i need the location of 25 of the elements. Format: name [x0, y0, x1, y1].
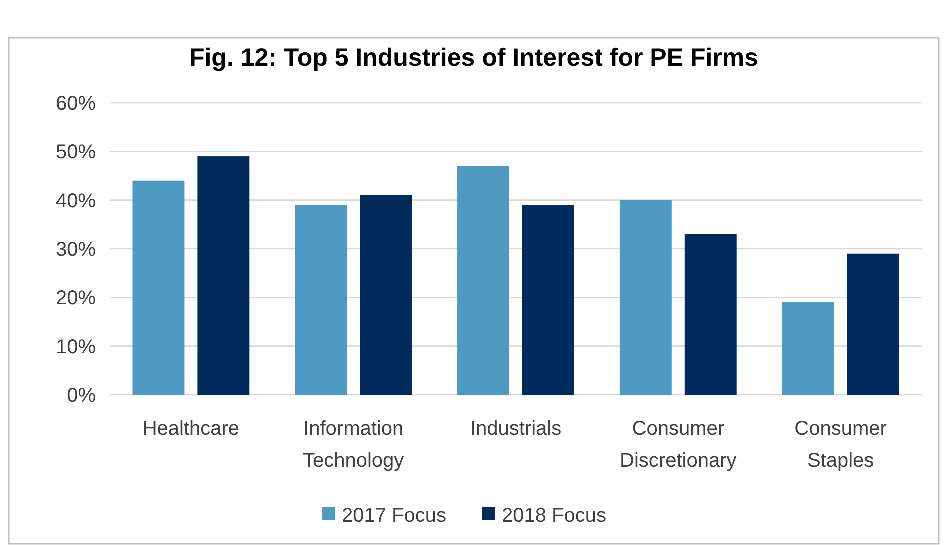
bar	[295, 205, 348, 395]
x-tick-label: Information Technology	[303, 418, 404, 472]
y-tick-label: 0%	[67, 385, 96, 407]
x-tick-label: Consumer Discretionary	[620, 418, 737, 472]
bar	[782, 302, 834, 395]
y-tick-label: 60%	[56, 93, 96, 115]
x-tick-label: Industrials	[470, 418, 562, 440]
bar	[132, 180, 185, 395]
y-tick-label: 40%	[56, 190, 96, 212]
bar	[198, 156, 250, 395]
y-tick-label: 30%	[56, 239, 96, 261]
y-tick-label: 20%	[56, 288, 96, 310]
legend-label: 2018 Focus	[502, 505, 607, 527]
legend-label: 2017 Focus	[342, 505, 447, 527]
bar	[684, 234, 737, 395]
bar	[847, 254, 900, 395]
bar	[458, 166, 510, 395]
bar	[620, 200, 672, 395]
y-tick-label: 10%	[56, 336, 96, 358]
bar	[360, 195, 412, 395]
y-tick-label: 50%	[56, 142, 96, 164]
x-tick-label: Consumer Staples	[794, 418, 888, 472]
chart-title: Fig. 12: Top 5 Industries of Interest for PE Firms	[189, 44, 759, 72]
bar	[522, 205, 574, 395]
x-tick-label: Healthcare	[142, 418, 240, 440]
